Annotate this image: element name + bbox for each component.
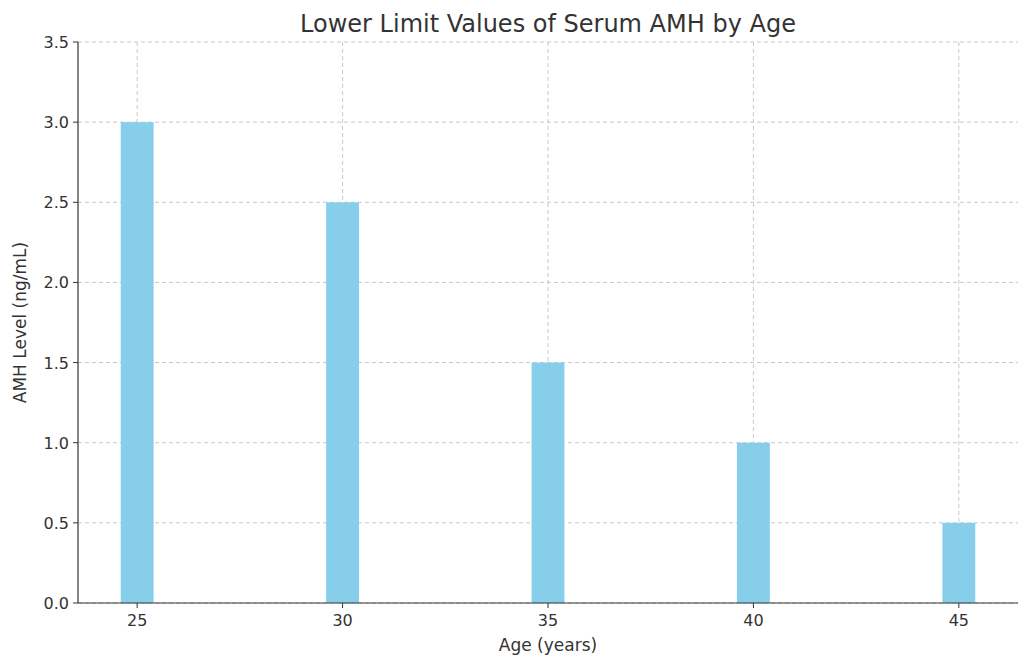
y-tick [73, 362, 78, 363]
y-tick-label: 2.0 [44, 273, 69, 292]
y-tick-label: 3.5 [44, 33, 69, 52]
bar [942, 523, 975, 603]
x-tick-label: 45 [949, 611, 969, 630]
y-grid-line [78, 202, 1018, 203]
bar [737, 443, 770, 603]
x-tick [137, 603, 138, 608]
bar [326, 202, 359, 603]
bars [121, 122, 976, 603]
x-tick-label: 40 [743, 611, 763, 630]
y-grid-line [78, 282, 1018, 283]
y-tick-label: 1.5 [44, 354, 69, 373]
y-tick [73, 282, 78, 283]
x-tick [958, 603, 959, 608]
y-tick [73, 522, 78, 523]
y-tick-label: 3.0 [44, 113, 69, 132]
x-tick-label: 30 [332, 611, 352, 630]
y-tick [73, 122, 78, 123]
x-tick-label: 35 [538, 611, 558, 630]
y-tick [73, 202, 78, 203]
y-axis-line [77, 42, 78, 603]
y-tick-label: 2.5 [44, 193, 69, 212]
x-tick-label: 25 [127, 611, 147, 630]
chart-title: Lower Limit Values of Serum AMH by Age [300, 10, 796, 38]
x-tick [753, 603, 754, 608]
grid [78, 42, 1018, 603]
y-grid-line [78, 42, 1018, 43]
bar [121, 122, 154, 603]
chart-container: 25 30 35 40 45 0.0 0.5 1.0 1.5 2.0 2.5 3.0 3.5 Lower … [0, 0, 1030, 668]
x-tick [548, 603, 549, 608]
x-grid-line [958, 42, 959, 603]
y-tick [73, 442, 78, 443]
y-tick [73, 42, 78, 43]
y-grid-line [78, 122, 1018, 123]
y-tick-label: 0.0 [44, 594, 69, 613]
chart-svg: 25 30 35 40 45 0.0 0.5 1.0 1.5 2.0 2.5 3.0 3.5 Lower … [0, 0, 1030, 668]
bar [532, 363, 565, 603]
x-axis-label: Age (years) [499, 635, 597, 655]
y-tick-label: 0.5 [44, 514, 69, 533]
y-tick [73, 603, 78, 604]
x-tick [342, 603, 343, 608]
y-axis-label: AMH Level (ng/mL) [10, 242, 30, 403]
y-tick-label: 1.0 [44, 434, 69, 453]
